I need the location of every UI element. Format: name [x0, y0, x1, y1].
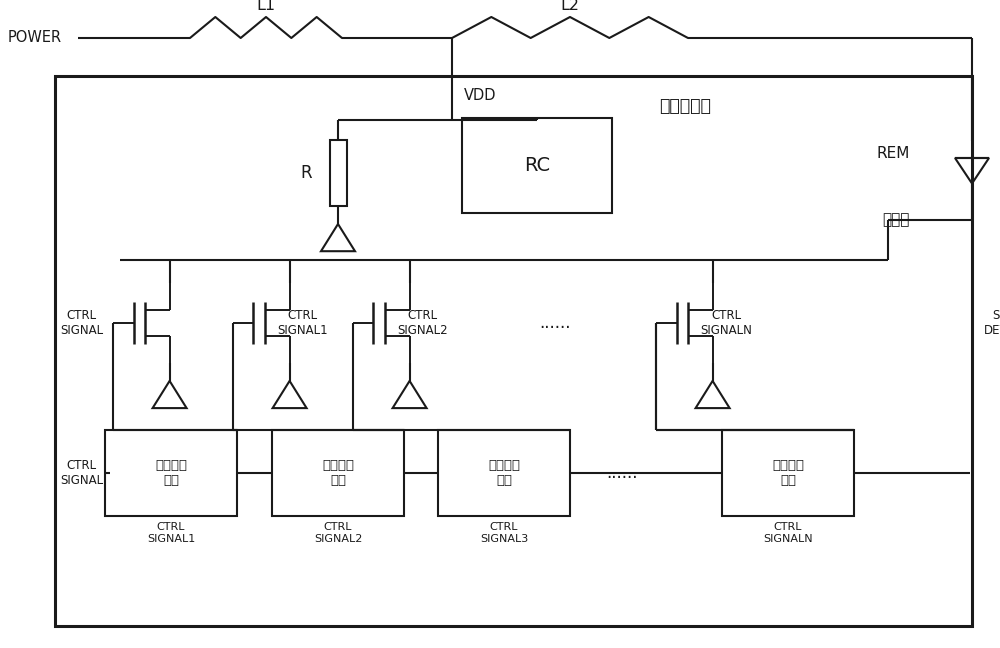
Bar	[105, 430, 237, 516]
Text: CTRL
SIGNALN: CTRL SIGNALN	[700, 308, 752, 337]
Text: R: R	[300, 164, 312, 182]
Text: 时间延迟
单元: 时间延迟 单元	[488, 459, 520, 487]
Text: 发码口: 发码口	[883, 213, 910, 227]
Text: CTRL
SIGNALN: CTRL SIGNALN	[763, 522, 813, 544]
Text: CTRL
SIGNAL1: CTRL SIGNAL1	[147, 522, 195, 544]
Text: CTRL
SIGNAL: CTRL SIGNAL	[60, 459, 103, 487]
Text: L1: L1	[256, 0, 276, 12]
Text: ......: ......	[606, 464, 638, 482]
Text: 时间延迟
单元: 时间延迟 单元	[322, 459, 354, 487]
Bar	[722, 430, 854, 516]
Text: CTRL
SIGNAL1: CTRL SIGNAL1	[277, 308, 328, 337]
Bar	[438, 430, 570, 516]
Text: POWER: POWER	[8, 30, 62, 45]
Text: CTRL
SIGNAL: CTRL SIGNAL	[60, 308, 103, 337]
Text: 时间延迟
单元: 时间延迟 单元	[772, 459, 804, 487]
Text: RC: RC	[524, 156, 550, 175]
Bar	[462, 118, 612, 213]
Text: CTRL
SIGNAL2: CTRL SIGNAL2	[314, 522, 362, 544]
Bar	[272, 430, 404, 516]
Text: SINK
DEVICE: SINK DEVICE	[984, 308, 1000, 337]
Text: 遥控器芯片: 遥控器芯片	[659, 97, 711, 115]
Text: L2: L2	[560, 0, 580, 12]
Text: ......: ......	[539, 314, 571, 332]
Bar	[55, 76, 972, 626]
Text: 时间延迟
单元: 时间延迟 单元	[155, 459, 187, 487]
Text: REM: REM	[877, 146, 910, 161]
Text: VDD: VDD	[464, 89, 496, 104]
Text: CTRL
SIGNAL2: CTRL SIGNAL2	[397, 308, 448, 337]
Text: CTRL
SIGNAL3: CTRL SIGNAL3	[480, 522, 528, 544]
Bar	[330, 140, 347, 206]
